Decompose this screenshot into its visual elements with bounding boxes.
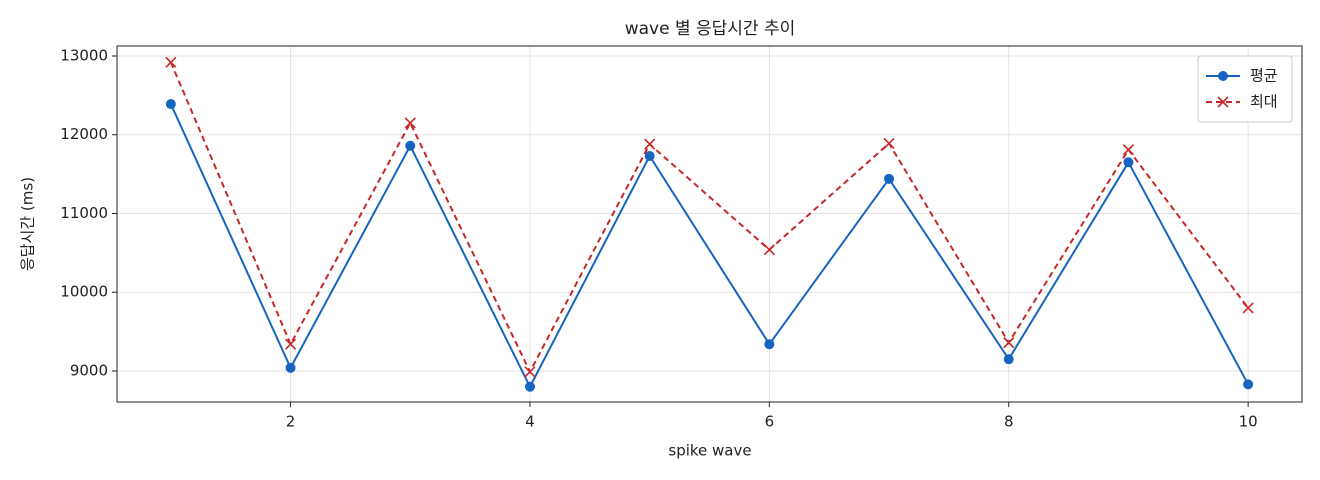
marker-stroke [1003, 337, 1015, 349]
marker [883, 137, 895, 149]
marker [165, 56, 177, 68]
marker [1123, 157, 1134, 168]
marker [1242, 302, 1254, 314]
marker-stroke [644, 138, 656, 150]
y-axis-label: 응답시간 (ms) [19, 177, 37, 271]
y-tick-label: 9000 [70, 361, 108, 379]
y-tick-label: 11000 [60, 204, 108, 222]
legend-label: 평균 [1250, 67, 1278, 85]
series-line [169, 103, 1250, 389]
marker-stroke [1122, 144, 1135, 156]
marker [524, 366, 536, 378]
x-tick-label: 2 [286, 413, 296, 431]
marker [1243, 379, 1254, 390]
y-tick-label: 13000 [60, 47, 108, 65]
marker-stroke [284, 338, 297, 350]
marker-stroke [1242, 302, 1254, 314]
marker [524, 381, 535, 392]
x-axis-label: spike wave [668, 442, 751, 460]
legend-box [1197, 55, 1293, 123]
plot-frame [116, 45, 1303, 403]
marker [884, 173, 895, 184]
marker [1217, 96, 1229, 108]
marker-stroke [883, 137, 895, 149]
y-tick-label: 12000 [60, 125, 108, 143]
marker [1218, 71, 1228, 81]
marker [165, 99, 176, 110]
legend-label: 최대 [1250, 93, 1278, 111]
marker-stroke [524, 366, 536, 378]
marker [284, 338, 297, 350]
marker [764, 339, 775, 350]
x-tick-label: 10 [1239, 413, 1258, 431]
chart-title: wave 별 응답시간 추이 [625, 19, 796, 39]
marker-stroke [165, 56, 177, 68]
marker [763, 244, 775, 256]
marker [644, 151, 655, 162]
marker-stroke [404, 117, 416, 129]
marker [1122, 144, 1135, 156]
marker [404, 117, 416, 129]
x-tick-label: 6 [765, 413, 775, 431]
x-tick-label: 8 [1004, 413, 1014, 431]
marker [285, 362, 296, 373]
series-line [169, 61, 1249, 374]
marker-stroke [1217, 96, 1229, 108]
marker [1003, 354, 1014, 365]
marker [405, 140, 416, 151]
x-tick-label: 4 [525, 413, 535, 431]
marker-stroke [763, 244, 775, 256]
y-tick-label: 10000 [60, 283, 108, 301]
marker [644, 138, 656, 150]
marker [1003, 337, 1015, 349]
